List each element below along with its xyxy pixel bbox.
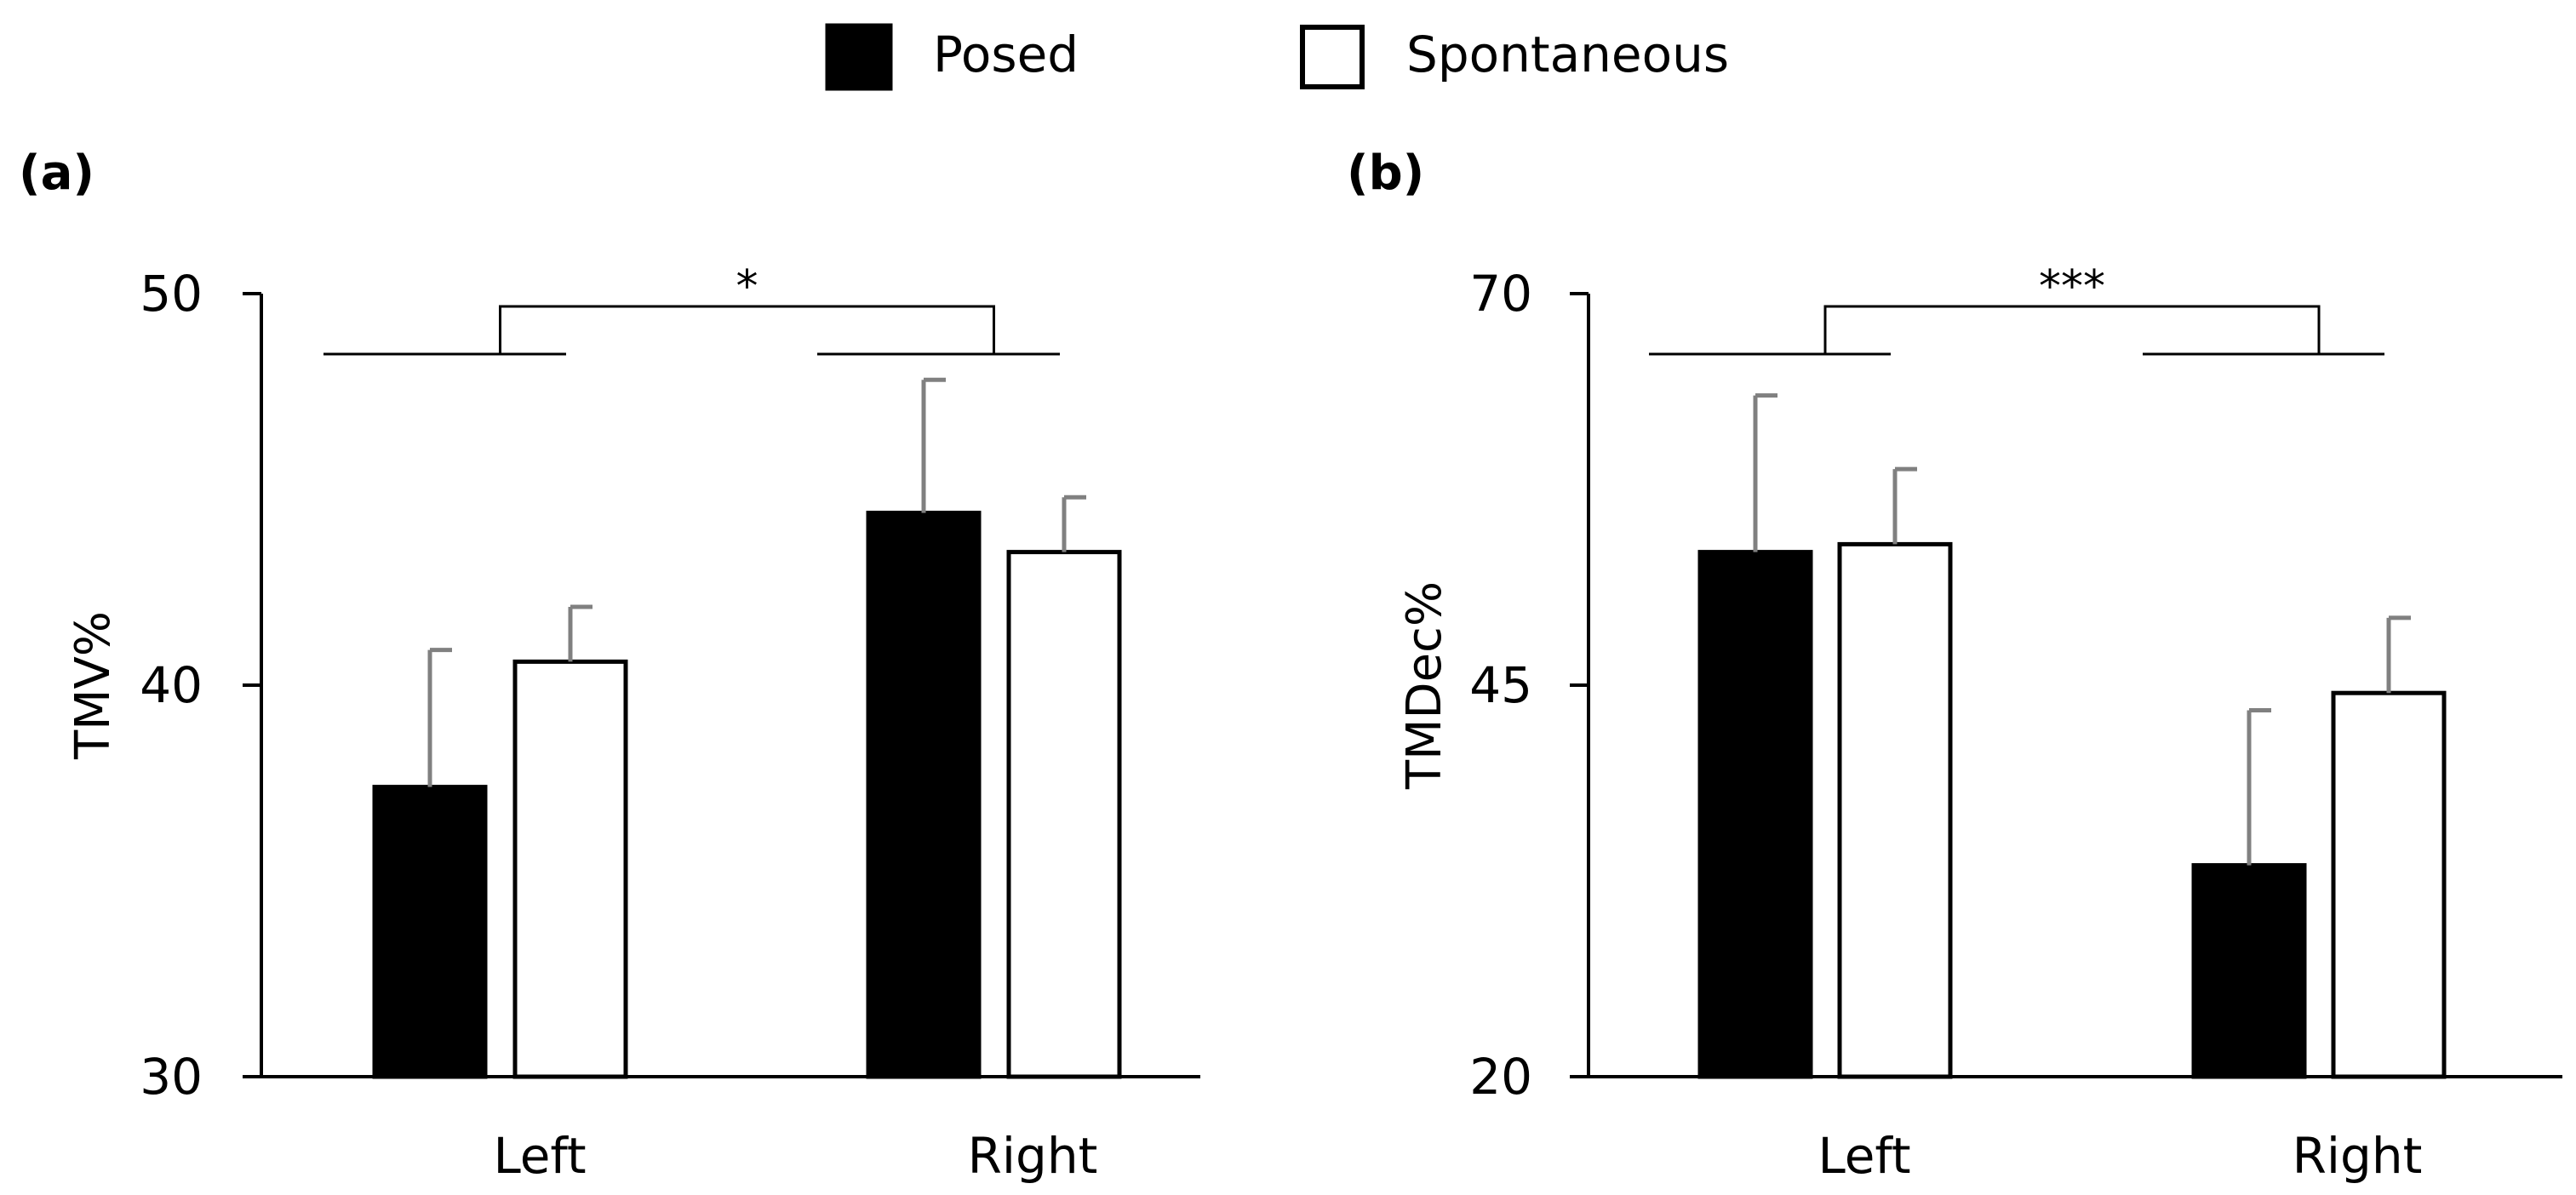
- bar-spontaneous-left: [1837, 541, 1953, 1079]
- y-tick-label: 30: [140, 1048, 203, 1106]
- bar-posed-right: [866, 511, 982, 1079]
- bar-spontaneous-right: [1006, 550, 1122, 1079]
- legend-swatch-posed: [825, 23, 893, 91]
- legend-swatch-spontaneous: [1300, 25, 1365, 89]
- y-tick-label: 40: [140, 656, 203, 714]
- x-category-label: Right: [2293, 1127, 2423, 1185]
- panel-label: (a): [19, 146, 94, 201]
- y-tick-label: 50: [140, 265, 203, 323]
- y-axis-label: TMDec%: [1397, 581, 1452, 790]
- y-tick-label: 70: [1469, 265, 1532, 323]
- panel-label: (b): [1347, 146, 1424, 201]
- panel-b: (b) 20 45 70 TMDec% Left Right ***: [1347, 146, 2562, 1185]
- legend-label-spontaneous: Spontaneous: [1406, 26, 1729, 83]
- bar-spontaneous-right: [2331, 690, 2447, 1079]
- legend: Posed Spontaneous: [825, 23, 1729, 91]
- x-category-label: Left: [1818, 1127, 1910, 1185]
- x-category-label: Left: [493, 1127, 586, 1185]
- y-axis-label: TMV%: [66, 611, 121, 760]
- significance-label: *: [736, 261, 758, 312]
- significance-bracket: [499, 305, 995, 354]
- bar-posed-left: [372, 785, 488, 1079]
- bar-posed-right: [2191, 863, 2307, 1079]
- x-category-label: Right: [968, 1127, 1098, 1185]
- legend-label-posed: Posed: [933, 26, 1079, 83]
- y-tick-label: 45: [1469, 656, 1532, 714]
- bar-spontaneous-left: [512, 659, 628, 1079]
- y-tick-label: 20: [1469, 1048, 1532, 1106]
- significance-label: ***: [2039, 261, 2105, 312]
- bar-posed-left: [1697, 550, 1813, 1079]
- significance-bracket: [1823, 305, 2321, 354]
- panel-a: (a) 30 40 50 TMV% Left Right *: [19, 146, 1200, 1185]
